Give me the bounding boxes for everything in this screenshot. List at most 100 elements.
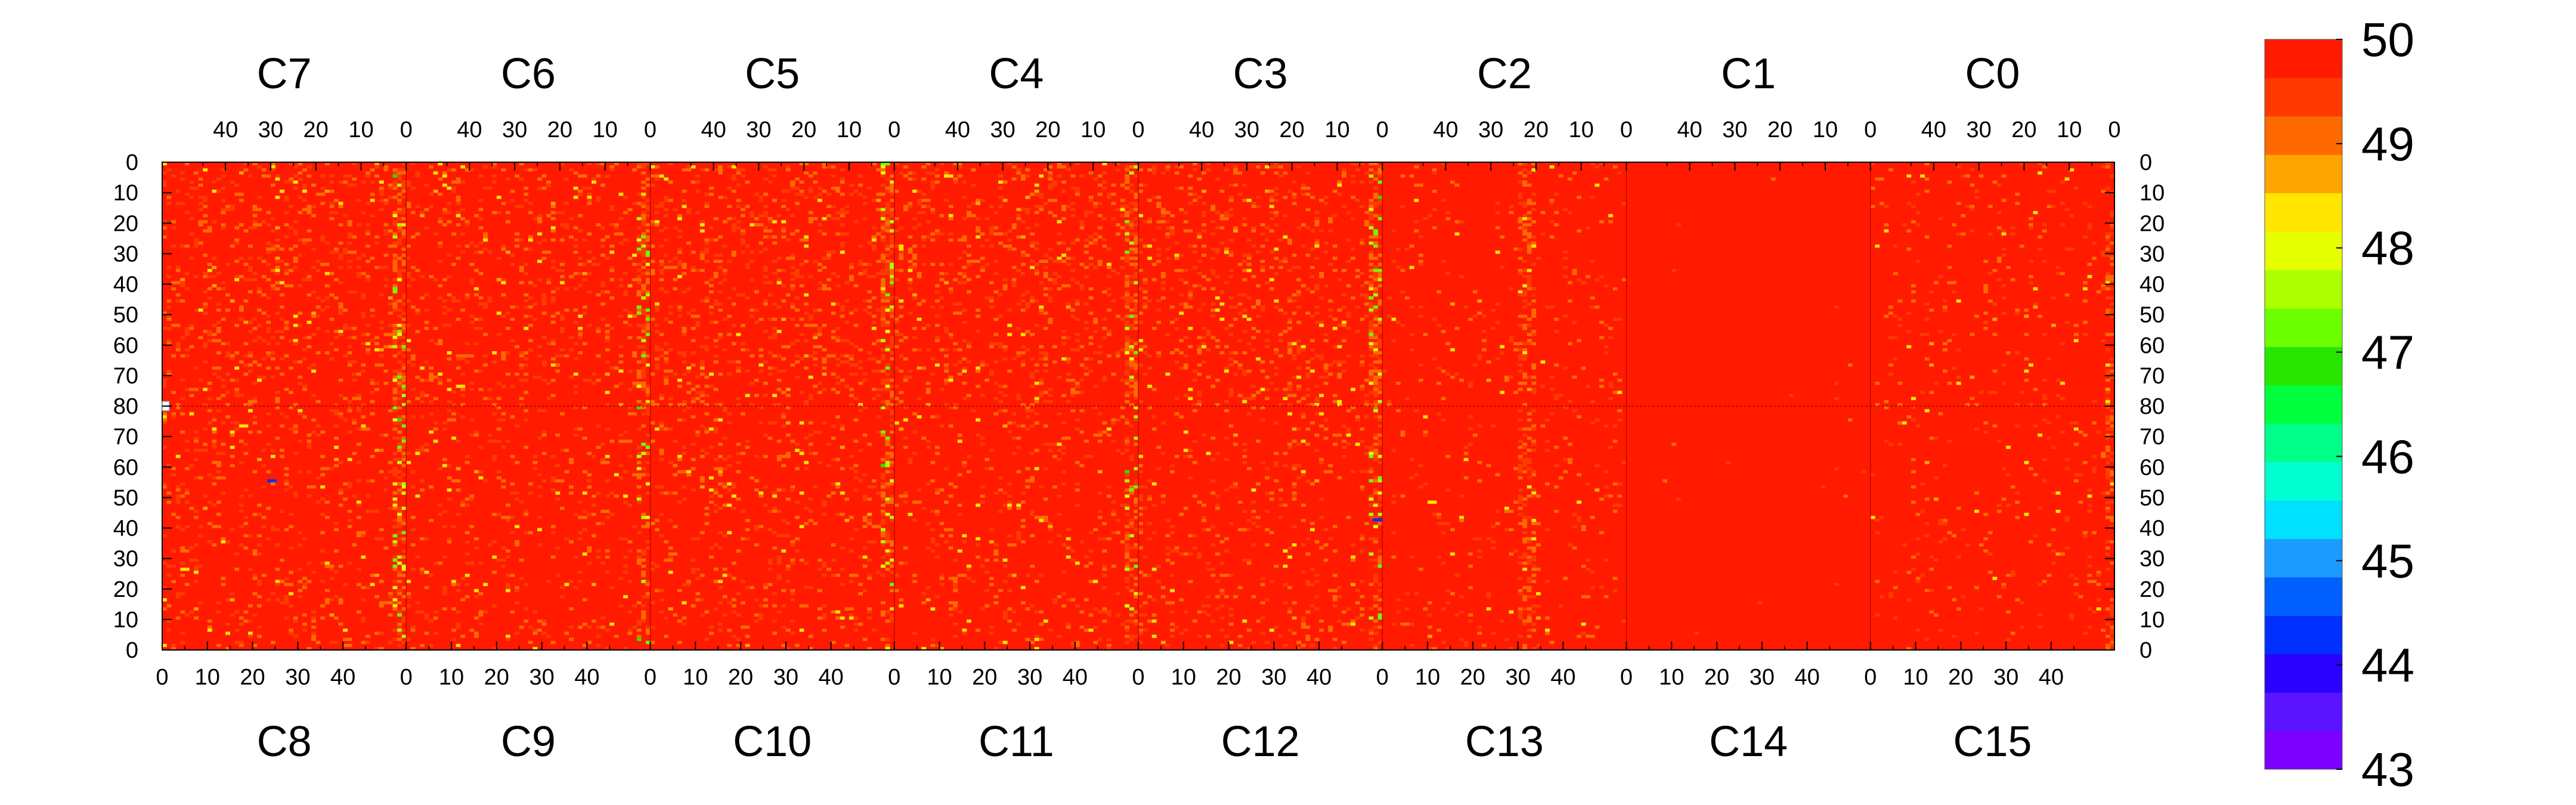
heatmap-cell	[1134, 256, 1139, 260]
heatmap-cell	[2073, 339, 2079, 342]
heatmap-cell	[885, 205, 890, 208]
heatmap-cell	[252, 549, 258, 553]
heatmap-cell	[1192, 162, 1197, 166]
heatmap-cell	[1549, 220, 1555, 224]
heatmap-cell	[1305, 253, 1311, 257]
heatmap-cell	[1368, 342, 1374, 346]
heatmap-cell	[392, 265, 398, 270]
heatmap-cell	[885, 210, 890, 215]
heatmap-cell	[406, 202, 411, 205]
heatmap-cell	[713, 320, 719, 324]
heatmap-cell	[374, 631, 380, 635]
heatmap-cell	[550, 202, 556, 205]
heatmap-cell	[722, 196, 727, 199]
heatmap-cell	[1192, 199, 1197, 202]
heatmap-cell	[366, 171, 370, 175]
heatmap-cell	[298, 375, 303, 379]
heatmap-cell	[1020, 250, 1026, 254]
heatmap-cell	[912, 336, 917, 339]
heatmap-cell	[750, 402, 755, 407]
heatmap-cell	[2055, 272, 2061, 275]
heatmap-cell	[460, 402, 466, 407]
heatmap-cell	[1943, 299, 1948, 303]
heatmap-cell	[1269, 165, 1274, 169]
heatmap-cell	[234, 259, 240, 264]
heatmap-cell	[1518, 314, 1523, 318]
heatmap-cell	[881, 311, 886, 315]
heatmap-cell	[1106, 275, 1111, 278]
heatmap-cell	[266, 262, 271, 267]
heatmap-cell	[374, 348, 380, 352]
heatmap-cell	[1287, 348, 1292, 352]
heatmap-cell	[1897, 323, 1903, 327]
heatmap-cell	[324, 241, 330, 245]
heatmap-cell	[1192, 193, 1197, 196]
heatmap-cell	[1522, 299, 1528, 303]
heatmap-cell	[1355, 168, 1360, 172]
heatmap-cell	[266, 314, 271, 318]
heatmap-cell	[374, 342, 380, 346]
heatmap-cell	[1296, 339, 1302, 342]
heatmap-cell	[2105, 308, 2110, 312]
heatmap-cell	[1983, 259, 1989, 264]
heatmap-cell	[1567, 281, 1572, 284]
heatmap-cell	[1070, 208, 1076, 212]
heatmap-cell	[840, 339, 845, 342]
heatmap-cell	[166, 317, 172, 321]
heatmap-cell	[1495, 320, 1500, 324]
heatmap-cell	[415, 205, 420, 208]
heatmap-cell	[1206, 375, 1211, 379]
heatmap-cell	[289, 631, 294, 635]
heatmap-cell	[366, 634, 370, 638]
heatmap-cell	[1129, 165, 1134, 169]
heatmap-cell	[1265, 375, 1270, 379]
heatmap-cell	[1377, 385, 1383, 388]
heatmap-cell	[338, 412, 343, 416]
heatmap-cell	[198, 202, 203, 205]
heatmap-cell	[1522, 174, 1528, 178]
heatmap-cell	[1491, 308, 1496, 312]
heatmap-cell	[406, 183, 411, 187]
heatmap-cell	[736, 369, 741, 373]
heatmap-cell	[573, 372, 578, 376]
heatmap-cell	[1943, 308, 1948, 312]
heatmap-cell	[284, 473, 289, 476]
heatmap-cell	[754, 378, 759, 382]
heatmap-cell	[1246, 369, 1252, 373]
heatmap-cell	[890, 278, 895, 281]
heatmap-cell	[1160, 171, 1166, 175]
heatmap-cell	[1373, 244, 1378, 248]
heatmap-cell	[1368, 174, 1374, 178]
heatmap-cell	[1342, 339, 1346, 342]
heatmap-cell	[776, 213, 782, 218]
heatmap-cell	[392, 305, 398, 309]
heatmap-cell	[311, 333, 316, 336]
heatmap-cell	[184, 525, 190, 528]
heatmap-cell	[1170, 232, 1175, 236]
heatmap-cell	[1138, 168, 1143, 172]
heatmap-cell	[881, 278, 886, 281]
heatmap-cell	[939, 262, 945, 267]
heatmap-cell	[881, 210, 886, 215]
heatmap-cell	[645, 296, 651, 300]
heatmap-cell	[1481, 348, 1487, 352]
heatmap-cell	[2101, 165, 2106, 169]
heatmap-cell	[1265, 388, 1270, 391]
heatmap-cell	[980, 360, 985, 364]
heatmap-cell	[763, 265, 768, 270]
heatmap-cell	[881, 208, 886, 212]
heatmap-cell	[871, 369, 877, 373]
heatmap-cell	[320, 561, 326, 565]
heatmap-cell	[306, 470, 312, 473]
heatmap-cell	[718, 168, 723, 172]
heatmap-cell	[1079, 223, 1085, 227]
heatmap-cell	[492, 174, 497, 178]
heatmap-cell	[473, 287, 479, 291]
heatmap-cell	[293, 402, 298, 407]
heatmap-cell	[298, 589, 303, 593]
heatmap-cell	[429, 375, 434, 379]
heatmap-cell	[645, 308, 651, 312]
heatmap-cell	[225, 631, 230, 635]
heatmap-cell	[1125, 314, 1130, 318]
heatmap-cell	[641, 210, 646, 215]
